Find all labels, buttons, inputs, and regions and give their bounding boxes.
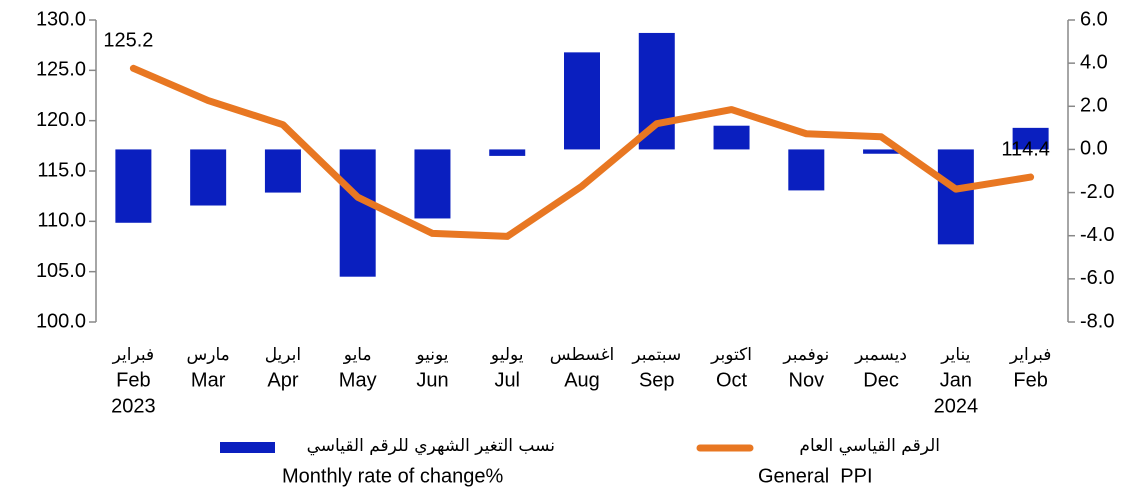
x-tick-label-ar: سبتمبر (631, 345, 681, 365)
x-tick-label-ar: اكتوبر (710, 345, 752, 365)
x-tick-label-ar: فبراير (1009, 345, 1051, 365)
bar (788, 149, 825, 191)
bar (713, 125, 750, 150)
legend-label: Monthly rate of change% (282, 465, 503, 487)
y2-tick-label: -2.0 (1080, 181, 1114, 203)
bar (264, 149, 301, 193)
x-tick-label-ar: مارس (187, 345, 230, 365)
y-tick-label: 110.0 (37, 210, 86, 232)
y-tick-label: 120.0 (36, 109, 86, 131)
x-tick-label-ar: فبراير (112, 345, 154, 365)
y-tick-label: 130.0 (36, 8, 86, 30)
x-tick-label: Jul (494, 369, 520, 391)
y-tick-label: 115.0 (37, 159, 86, 181)
x-tick-label: Sep (639, 369, 675, 391)
data-label: 114.4 (1001, 138, 1050, 160)
legend-swatch (220, 442, 275, 453)
y-tick-label: 100.0 (36, 310, 86, 332)
x-tick-label-ar: يناير (940, 345, 970, 365)
x-tick-label-ar: يوليو (490, 345, 524, 365)
y2-tick-label: -6.0 (1080, 267, 1114, 289)
x-tick-label: Dec (863, 369, 899, 391)
y-tick-label: 125.0 (36, 59, 86, 81)
line (129, 64, 1035, 240)
bar (115, 149, 152, 223)
legend-label-ar: نسب التغير الشهري للرقم القياسي (307, 436, 555, 456)
y2-tick-label: -8.0 (1080, 310, 1114, 332)
legend-label-ar: الرقم القياسي العام (799, 436, 940, 456)
x-tick-label: Oct (716, 369, 748, 391)
x-tick-label: May (339, 369, 377, 391)
x-tick-label: Jan (940, 369, 972, 391)
bar (564, 52, 600, 150)
x-tick-label: Jun (416, 369, 448, 391)
y2-tick-label: 2.0 (1080, 95, 1108, 117)
bar (1012, 127, 1049, 150)
x-tick-label-ar: يونيو (415, 345, 448, 365)
y2-tick-label: 4.0 (1080, 51, 1108, 73)
x-tick-label-ar: ديسمبر (854, 345, 907, 365)
x-tick-label: Apr (267, 369, 298, 391)
x-tick-label-ar: ابريل (265, 345, 301, 365)
bar (937, 149, 974, 245)
y2-tick-label: 0.0 (1080, 138, 1108, 160)
y-tick-label: 105.0 (36, 260, 86, 282)
x-tick-year: 2024 (934, 395, 979, 417)
x-tick-year: 2023 (111, 395, 156, 417)
x-tick-label: Feb (1013, 369, 1047, 391)
data-label: 125.2 (103, 30, 153, 52)
x-tick-label-ar: نوفمبر (782, 345, 829, 365)
bar (190, 149, 227, 206)
bar (863, 149, 900, 154)
x-tick-label: Feb (116, 369, 150, 391)
bar (414, 149, 451, 219)
legend-label: General PPI (758, 465, 873, 487)
y2-tick-label: 6.0 (1080, 8, 1108, 30)
x-tick-label-ar: مايو (343, 345, 372, 365)
x-tick-label: Mar (191, 369, 226, 391)
x-tick-label-ar: اغسطس (550, 345, 614, 365)
y2-tick-label: -4.0 (1080, 224, 1114, 246)
bar (339, 149, 376, 277)
x-tick-label: Aug (564, 369, 600, 391)
x-tick-label: Nov (789, 369, 825, 391)
bar (489, 149, 526, 156)
